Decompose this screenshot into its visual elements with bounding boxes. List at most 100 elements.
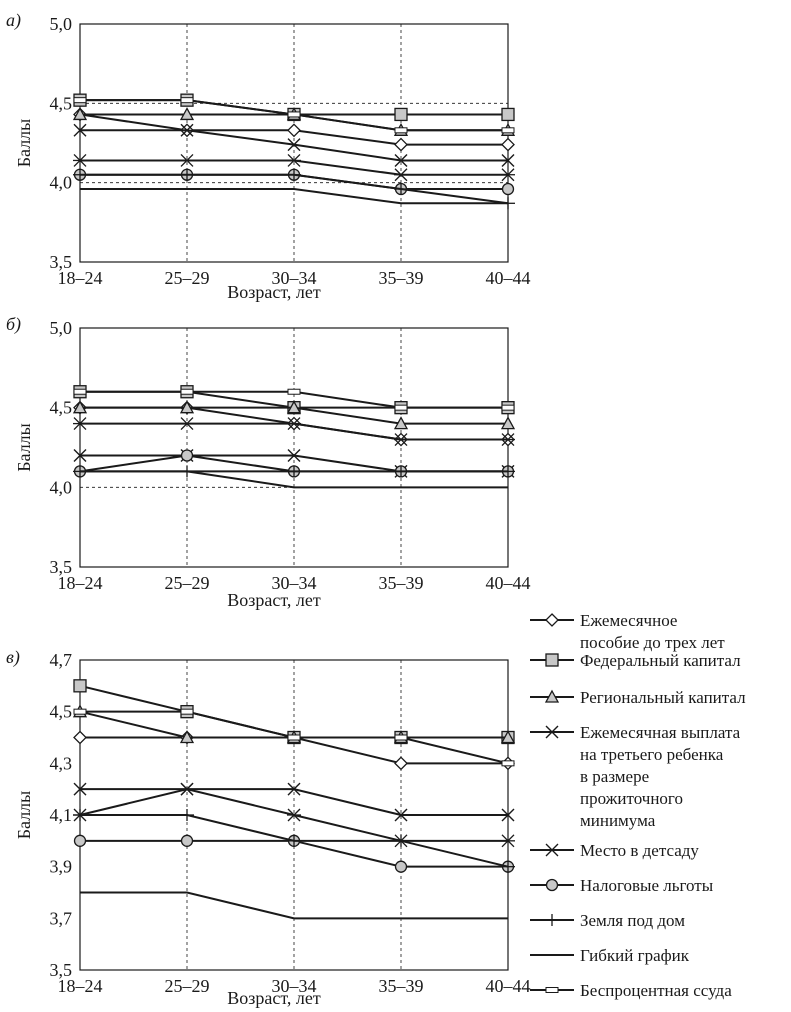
data-point [394,107,408,122]
data-point [287,123,301,138]
y-tick-label: 5,0 [50,318,73,338]
data-point [501,182,515,196]
legend-label: Земля под дом [580,911,685,930]
legend-label: на третьего ребенка [580,745,724,764]
data-point [180,417,194,431]
y-tick-label: 3,5 [50,252,73,272]
x-icon [545,725,559,739]
data-point [287,808,301,822]
data-point [73,834,87,847]
panel-letter: б) [6,314,21,335]
x-tick-label: 18–24 [58,976,103,996]
square-icon [545,653,559,667]
x-tick-label: 40–44 [486,976,531,996]
data-point [179,107,195,121]
series-3 [72,400,516,430]
data-point [287,168,301,181]
data-point [501,137,515,152]
x-tick-label: 40–44 [486,573,531,593]
legend-item: Ежемесячное пособие до трех лет [530,611,725,652]
data-point [73,388,87,395]
legend-item: Региональный капитал [530,688,746,707]
legend-item: Налоговые льготы [530,876,714,895]
data-point [501,860,515,873]
data-point [501,465,515,478]
data-point [394,137,408,152]
data-point [180,123,194,137]
legend-label: Место в детсаду [580,841,699,860]
y-tick-label: 4,3 [50,753,73,773]
legend-label: Беспроцентная ссуда [580,981,732,1000]
x-tick-label: 35–39 [379,573,424,593]
x-tick-label: 18–24 [58,573,103,593]
data-point [73,782,87,796]
x-tick-label: 35–39 [379,976,424,996]
data-point [394,834,408,847]
data-point [501,127,515,134]
data-point [180,388,194,395]
x-tick-label: 25–29 [165,268,210,288]
data-point [180,809,194,821]
series-8 [80,470,508,489]
y-tick-label: 4,0 [50,173,73,193]
data-point [394,734,408,741]
series-1 [73,107,515,152]
data-point [287,448,301,462]
data-point [73,809,87,821]
data-point [73,417,87,431]
data-point [394,808,408,822]
data-point [180,834,194,847]
data-point [73,153,87,167]
data-point [394,127,408,134]
x-tick-label: 40–44 [486,268,531,288]
legend-label: Региональный капитал [580,688,746,707]
legend: Ежемесячное пособие до трех летФедеральны… [530,611,746,1000]
x-tick-label: 30–34 [272,573,317,593]
series-7 [73,809,515,873]
data-point [287,153,301,167]
chart-panel-3: 3,5 3,7 3,9 4,1 4,3 4,5 4,7 18–24 25–29 30–34 35–3… [6,647,531,1008]
legend-label: Ежемесячное [580,611,677,630]
plot-frame [79,327,509,568]
data-point [72,400,88,414]
data-point [179,400,195,414]
y-tick-label: 3,5 [50,960,73,980]
data-point [501,153,515,167]
data-point [394,183,408,196]
legend-label: минимума [580,811,656,830]
data-point [394,404,408,411]
y-tick-label: 4,5 [50,93,73,113]
data-point [73,448,87,462]
series-5 [73,153,515,182]
legend-item: Федеральный капитал [530,651,741,670]
panel-letter: в) [6,647,20,668]
y-axis-label: Баллы [14,423,34,472]
data-point [501,808,515,822]
series-5 [73,417,515,446]
data-point [287,417,301,431]
legend-item: Земля под дом [530,911,685,930]
data-point [500,730,516,744]
x-axis-label: Возраст, лет [227,590,321,610]
legend-label: Налоговые льготы [580,876,714,895]
dash-icon [545,987,559,993]
data-point [394,433,408,446]
data-point [500,416,516,430]
data-point [73,679,87,693]
y-tick-label: 4,5 [50,398,73,418]
series-5 [73,782,515,848]
legend-label: Федеральный капитал [580,651,741,670]
series-9 [73,97,515,134]
y-tick-label: 5,0 [50,14,73,34]
data-point [73,168,87,181]
series-8 [80,891,508,920]
y-tick-label: 4,7 [50,650,73,670]
chart-panel-1: 3,5 4,0 4,5 5,0 18–24 25–29 30–34 35–39 40–44 Воз… [6,10,531,302]
y-tick-label: 4,1 [50,805,73,825]
data-point [287,388,301,395]
legend-label: прожиточного [580,789,683,808]
data-point [180,168,194,181]
data-point [501,107,515,122]
series-4 [73,123,515,167]
legend-item: Беспроцентная ссуда [530,981,732,1000]
